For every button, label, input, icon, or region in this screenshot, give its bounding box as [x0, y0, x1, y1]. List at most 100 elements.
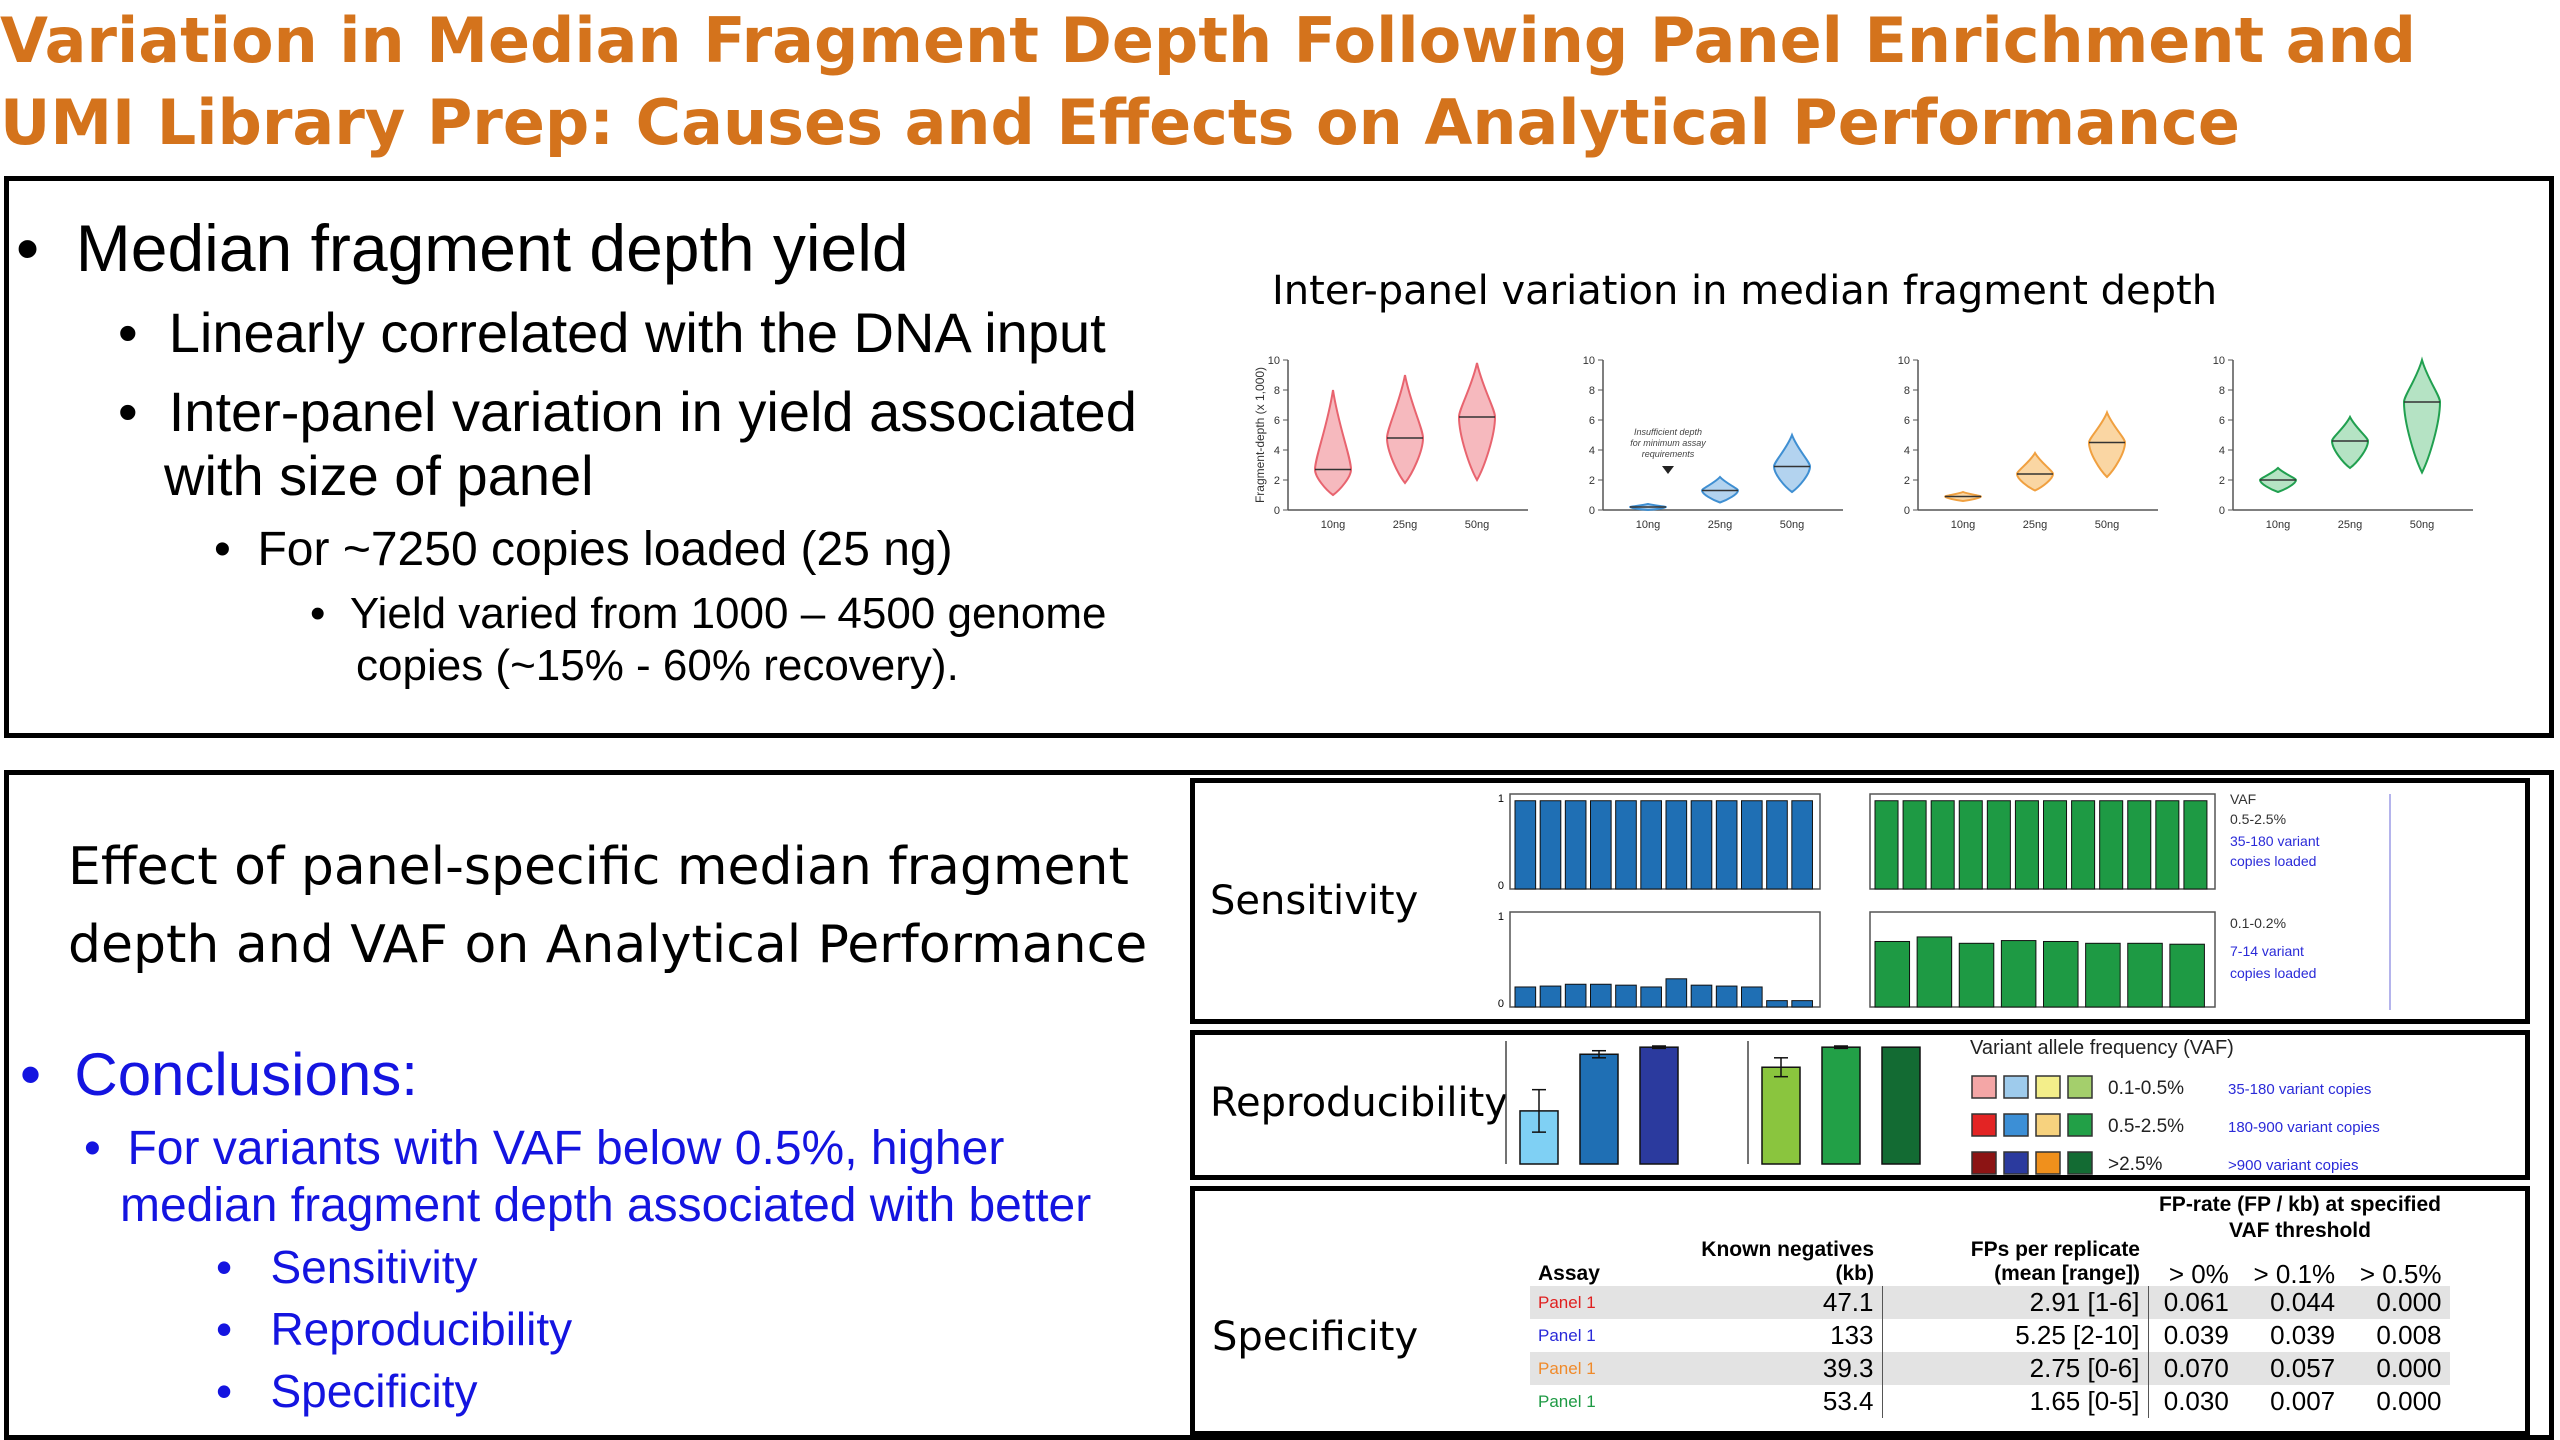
sensitivity-bar — [1766, 800, 1788, 890]
sensitivity-bar — [1539, 800, 1562, 890]
sensitivity-bar — [1986, 800, 2011, 890]
repro-legend-swatch — [1971, 1113, 1997, 1137]
sensitivity-bar — [1958, 800, 1983, 890]
sensitivity-bar — [1916, 936, 1953, 1008]
y-tick-label: 10 — [2213, 355, 2225, 367]
table-cell: 0.044 — [2236, 1286, 2344, 1319]
annotation-text: Insufficient depth — [1634, 427, 1702, 437]
sensitivity-annotations: VAF 0.5-2.5% 35-180 variant copies loaded 0.… — [2230, 791, 2391, 1010]
violin-50ng — [1772, 432, 1812, 494]
table-cell: Panel 1 — [1530, 1286, 1626, 1319]
reproducibility-label: Reproducibility — [1210, 1080, 1508, 1126]
table-cell: 133 — [1626, 1319, 1883, 1352]
y-tick-label: 8 — [1904, 385, 1910, 397]
x-tick-label: 10ng — [1636, 519, 1660, 531]
sensitivity-bar — [1791, 800, 1813, 890]
vaf-copies-1: 35-180 variant — [2230, 833, 2320, 849]
table-cell: 0.039 — [2163, 1320, 2229, 1350]
conclusions-heading: • Conclusions: — [20, 1041, 418, 1108]
annotation-arrow-icon — [1662, 466, 1674, 474]
sensitivity-bar — [1590, 800, 1612, 890]
violin-panel-3: 0 2 4 6 8 10 10ng 25ng 50ng — [1898, 355, 2158, 531]
conclusion-specificity: • Specificity — [216, 1365, 478, 1417]
y-tick-label: 1 — [1498, 911, 1504, 923]
sensitivity-bar — [1514, 986, 1537, 1008]
x-tick-label: 25ng — [1708, 519, 1732, 531]
sensitivity-bar — [2183, 800, 2208, 890]
sensitivity-bar — [1791, 1000, 1813, 1008]
sensitivity-bar — [1564, 983, 1587, 1008]
top-panel — [4, 176, 2554, 738]
table-cell: 0.061 — [2148, 1286, 2237, 1319]
y-tick-label: 4 — [1904, 445, 1910, 457]
repro-legend-copies: 180-900 variant copies — [2228, 1119, 2380, 1136]
page-title: Variation in Median Fragment Depth Follo… — [0, 4, 2417, 159]
col-t1: > 0.1% — [2253, 1259, 2336, 1289]
sensitivity-bar — [1640, 986, 1662, 1008]
sensitivity-bar — [1690, 984, 1713, 1008]
y-tick-label: 6 — [2219, 415, 2225, 427]
violin-panel-2: 0 2 4 6 8 10 10ng 25ng 50ng Insufficient depthfor… — [1583, 355, 1843, 531]
x-tick-label: 50ng — [2410, 519, 2434, 531]
table-cell: 39.3 — [1626, 1352, 1883, 1385]
reproducibility-box — [1190, 1030, 2530, 1180]
y-tick-label: 8 — [1589, 385, 1595, 397]
repro-legend-swatch — [2035, 1151, 2061, 1175]
chart-frame — [1509, 911, 1821, 1008]
repro-legend-swatch — [2067, 1151, 2093, 1175]
table-cell: 1.65 [0-5] — [1882, 1385, 2149, 1418]
sensitivity-bar — [2127, 942, 2163, 1008]
sensitivity-bar — [2099, 800, 2124, 890]
sensitivity-bar — [1741, 800, 1763, 890]
x-tick-label: 10ng — [2266, 519, 2290, 531]
y-tick-label: 0 — [1904, 505, 1910, 517]
table-cell: 47.1 — [1626, 1286, 1883, 1319]
y-tick-label: 2 — [2219, 475, 2225, 487]
vaf-copies-1: copies loaded — [2230, 853, 2316, 869]
table-row: Panel 1 53.4 1.65 [0-5] 0.030 0.007 0.000 — [1530, 1385, 2450, 1418]
table-cell: Panel 1 — [1538, 1325, 1596, 1345]
table-row: Panel 1 39.3 2.75 [0-6] 0.070 0.057 0.000 — [1530, 1352, 2450, 1385]
bullet-yield-varied: • Yield varied from 1000 – 4500 genome co… — [310, 589, 1107, 690]
sensitivity-chart-1: 10 — [1498, 793, 1821, 892]
sensitivity-bar — [2043, 940, 2079, 1008]
y-tick-label: 0 — [2219, 505, 2225, 517]
y-tick-label: 6 — [1589, 415, 1595, 427]
x-tick-label: 25ng — [2338, 519, 2362, 531]
reproducibility-chart: Variant allele frequency (VAF) 0.1-0.5% 35… — [1505, 1037, 2380, 1175]
sensitivity-bar — [1590, 983, 1612, 1008]
repro-legend-swatch — [2067, 1113, 2093, 1137]
sensitivity-bar — [1715, 800, 1738, 890]
sensitivity-bar — [1564, 800, 1587, 890]
sensitivity-bar — [1715, 985, 1738, 1008]
repro-bar — [1639, 1046, 1679, 1165]
col-t0: > 0% — [2168, 1259, 2229, 1289]
sensitivity-bar — [1665, 800, 1688, 890]
y-tick-label: 4 — [2219, 445, 2225, 457]
vaf-copies-2: 7-14 variant — [2230, 943, 2304, 959]
x-tick-label: 25ng — [2023, 519, 2047, 531]
bullet-median-depth: • Median fragment depth yield — [16, 211, 909, 285]
y-tick-label: 4 — [1274, 445, 1280, 457]
violin-10ng — [1313, 389, 1353, 497]
table-cell: 0.057 — [2236, 1352, 2344, 1385]
sensitivity-bar — [2085, 942, 2121, 1008]
table-cell: 0.039 — [2270, 1320, 2336, 1350]
specificity-table: Assay Known negatives (kb) FPs per replic… — [1530, 1238, 2450, 1418]
table-row: Panel 1 47.1 2.91 [1-6] 0.061 0.044 0.000 — [1530, 1286, 2450, 1319]
sensitivity-bar — [1874, 940, 1911, 1008]
x-tick-label: 50ng — [2095, 519, 2119, 531]
sensitivity-bar — [1741, 986, 1763, 1008]
conclusion-vaf: • For variants with VAF below 0.5%, high… — [84, 1122, 1092, 1232]
x-tick-label: 25ng — [1393, 519, 1417, 531]
table-cell: 5.25 [2-10] — [1882, 1319, 2149, 1352]
bullet-inter-panel: • Inter-panel variation in yield associa… — [118, 380, 1137, 507]
sensitivity-bar — [1874, 800, 1899, 890]
repro-legend-label: 0.5-2.5% — [2108, 1116, 2184, 1137]
y-tick-label: 10 — [1898, 355, 1910, 367]
bottom-heading: Effect of panel-specific median fragment… — [68, 837, 1148, 975]
y-tick-label: 8 — [1274, 385, 1280, 397]
sensitivity-bar — [2127, 800, 2152, 890]
sensitivity-bar — [2071, 800, 2096, 890]
repro-legend-swatch — [2035, 1075, 2061, 1099]
